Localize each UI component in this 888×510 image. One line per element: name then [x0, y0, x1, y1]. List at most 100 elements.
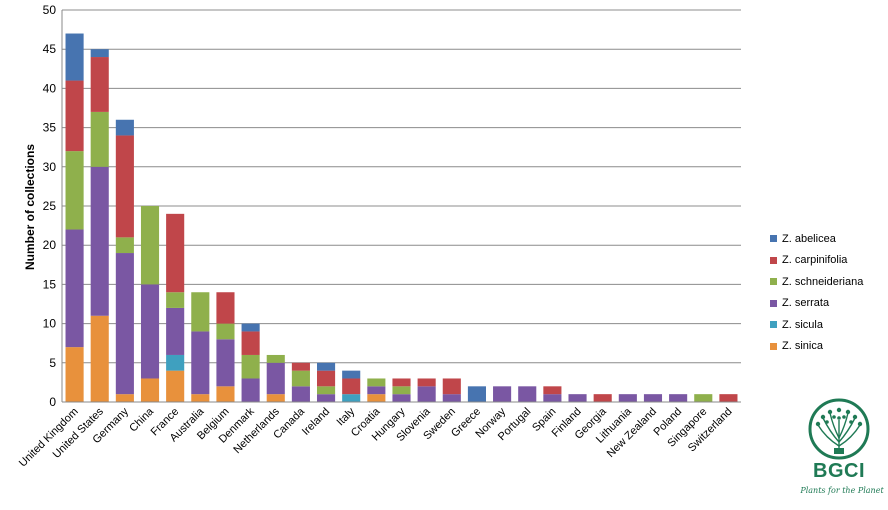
- bar-segment: [342, 370, 361, 379]
- legend-item-sinica: Z. sinica: [770, 336, 863, 358]
- bar-segment: [643, 394, 663, 402]
- bar-segment: [342, 394, 361, 402]
- bar-segment: [317, 386, 336, 395]
- bar-segment: [266, 394, 285, 402]
- y-tick-label: 25: [43, 199, 57, 213]
- legend-label: Z. serrata: [782, 297, 830, 310]
- bar-segment: [719, 394, 738, 402]
- y-tick-label: 40: [43, 81, 57, 95]
- bar-segment: [90, 111, 109, 167]
- y-tick-label: 20: [43, 238, 57, 252]
- logo-tagline: Plants for the Planet: [800, 486, 884, 495]
- bar-segment: [543, 394, 562, 402]
- y-tick-label: 10: [43, 317, 57, 331]
- bar-segment: [191, 331, 210, 395]
- bar-segment: [166, 370, 185, 402]
- bar-segment: [115, 253, 134, 395]
- y-tick-label: 35: [43, 121, 57, 135]
- legend: Z. abelicea Z. carpinifolia Z. schneider…: [770, 228, 863, 357]
- y-tick-label: 30: [43, 160, 57, 174]
- bar-segment: [65, 229, 84, 348]
- bar-segment: [317, 394, 336, 402]
- legend-label: Z. carpinifolia: [782, 254, 848, 267]
- legend-item-abelicea: Z. abelicea: [770, 228, 863, 250]
- legend-item-carpinifolia: Z. carpinifolia: [770, 250, 863, 272]
- bar-segment: [90, 57, 109, 112]
- bar-segment: [166, 307, 185, 355]
- bar-segment: [266, 362, 285, 395]
- bar-segment: [417, 378, 436, 387]
- gridlines: [62, 9, 741, 364]
- bar-segment: [140, 206, 160, 285]
- bar-segment: [90, 315, 109, 402]
- x-tick-label: Ireland: [300, 406, 332, 438]
- bar-segment: [115, 237, 134, 254]
- bar-segment: [241, 323, 260, 332]
- bar-segment: [241, 331, 260, 355]
- bar-segment: [291, 386, 310, 402]
- bar-segment: [216, 339, 235, 387]
- bar-segment: [467, 386, 486, 402]
- legend-swatch: [770, 235, 777, 243]
- bar-segment: [493, 386, 512, 402]
- bars: [65, 33, 738, 402]
- bar-segment: [241, 354, 260, 379]
- bar-segment: [65, 80, 84, 152]
- legend-swatch: [770, 321, 777, 329]
- bar-segment: [115, 394, 134, 402]
- bar-segment: [65, 347, 84, 402]
- bar-segment: [317, 362, 336, 371]
- bar-segment: [442, 394, 461, 402]
- legend-label: Z. sicula: [782, 318, 823, 331]
- bar-segment: [367, 394, 386, 402]
- bar-segment: [216, 292, 235, 324]
- legend-swatch: [770, 256, 777, 264]
- bar-segment: [669, 394, 688, 402]
- y-tick-label: 50: [43, 3, 57, 17]
- legend-item-schneideriana: Z. schneideriana: [770, 271, 863, 293]
- legend-swatch: [770, 278, 777, 286]
- bar-segment: [115, 119, 134, 136]
- bar-segment: [191, 394, 210, 402]
- bgci-logo: BGCI Plants for the Planet: [800, 396, 888, 506]
- legend-swatch: [770, 342, 777, 350]
- bar-segment: [568, 394, 587, 402]
- bar-segment: [65, 151, 84, 230]
- bar-segment: [191, 292, 210, 332]
- bar-segment: [593, 394, 612, 402]
- bar-segment: [442, 378, 461, 395]
- bar-segment: [241, 378, 260, 402]
- bar-segment: [166, 292, 185, 308]
- bar-segment: [518, 386, 537, 402]
- y-tick-labels: 0 5 10 15 20 25 30 35 40 45 50: [43, 3, 57, 409]
- bar-segment: [216, 386, 235, 402]
- bar-segment: [543, 386, 562, 395]
- bar-segment: [266, 354, 285, 363]
- y-tick-label: 45: [43, 42, 57, 56]
- bar-segment: [417, 386, 436, 402]
- y-tick-label: 0: [49, 395, 56, 409]
- bar-segment: [140, 378, 160, 402]
- legend-label: Z. sinica: [782, 340, 823, 353]
- bar-segment: [618, 394, 637, 402]
- legend-swatch: [770, 299, 777, 307]
- bar-segment: [317, 370, 336, 387]
- bar-segment: [392, 386, 411, 395]
- bar-segment: [216, 323, 235, 340]
- logo-wordmark: BGCI: [813, 460, 865, 482]
- y-axis-label: Number of collections: [23, 144, 37, 270]
- bar-segment: [166, 354, 185, 371]
- legend-label: Z. schneideriana: [782, 275, 864, 288]
- bar-segment: [392, 378, 411, 387]
- legend-item-sicula: Z. sicula: [770, 314, 863, 336]
- bar-segment: [166, 213, 185, 293]
- bar-segment: [140, 284, 160, 379]
- bar-segment: [291, 370, 310, 387]
- bar-segment: [65, 33, 84, 81]
- tree-emblem-icon: [808, 398, 870, 460]
- bar-segment: [367, 378, 386, 387]
- bar-segment: [115, 135, 134, 238]
- y-tick-label: 5: [49, 356, 56, 370]
